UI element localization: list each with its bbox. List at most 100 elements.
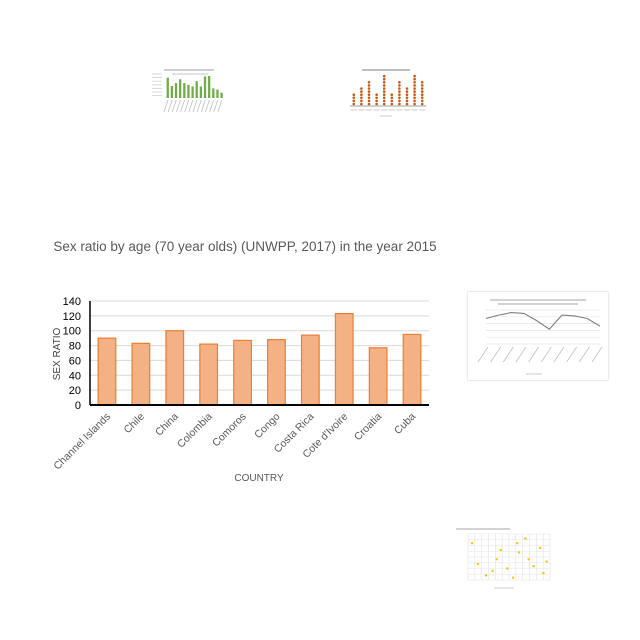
thumb-tick-mark (167, 99, 173, 113)
thumb-tick-mark (503, 346, 514, 363)
thumb-dot (367, 87, 371, 90)
thumbnail-green-bar-plot (138, 60, 238, 125)
thumb-tick-mark (528, 346, 539, 363)
thumb-bar (187, 84, 190, 98)
bars (97, 313, 422, 406)
thumb-dot (413, 96, 416, 100)
thumb-dot (420, 90, 424, 93)
thumb-scatter-point (470, 542, 474, 545)
thumb-bar (191, 86, 194, 98)
thumbnail-dot-column-chart (340, 64, 434, 124)
thumb-tick-mark (192, 99, 198, 113)
x-tick-label: Chile (122, 411, 148, 437)
thumb-dot (382, 74, 386, 78)
thumb-bar (195, 81, 198, 98)
thumb-tick-mark (213, 99, 219, 113)
thumb-dot (390, 102, 394, 106)
thumb-scatter-point (524, 537, 527, 540)
thumb-tick-mark (184, 99, 190, 113)
thumb-dot (375, 99, 378, 103)
thumb-dot (382, 90, 386, 93)
thumb-scatter-point (532, 565, 535, 568)
x-tick-label: Comoros (210, 411, 249, 450)
bar (131, 342, 151, 406)
thumb-bar (174, 83, 178, 98)
thumb-dot (420, 81, 424, 84)
thumb-scatter-point (506, 567, 509, 570)
thumb-bar (212, 88, 215, 98)
axes (89, 301, 429, 406)
thumb-tick-mark (579, 346, 590, 363)
thumb-bar (203, 76, 207, 98)
thumb-dot (420, 96, 424, 100)
thumb-dot (405, 102, 409, 106)
thumb-dot (398, 84, 401, 87)
thumb-dot (420, 87, 424, 90)
thumb-dot (382, 87, 386, 90)
y-tick-label: 100 (63, 326, 81, 338)
y-axis-ticks: 0 20 40 60 80 100 120 140 (63, 296, 81, 412)
thumb-scatter-point (511, 576, 515, 579)
thumb-scatter-point (516, 542, 519, 545)
bar (300, 334, 320, 406)
thumbnail-line-plot (477, 299, 603, 375)
bar (97, 337, 117, 406)
thumb-dot (382, 93, 386, 96)
thumb-scatter-point (484, 574, 488, 577)
thumb-dot (360, 102, 363, 106)
thumb-dot (413, 99, 416, 103)
thumb-scatter-point (476, 562, 480, 566)
y-tick-label: 140 (63, 296, 81, 308)
thumb-dot (413, 102, 416, 106)
thumb-dot (405, 99, 409, 103)
thumb-dot (405, 96, 409, 100)
thumb-dot (405, 90, 409, 93)
bar (233, 339, 252, 406)
thumb-scatter-point (491, 569, 494, 572)
bar (402, 333, 422, 406)
thumb-line-series (485, 311, 601, 330)
thumb-dot (420, 84, 424, 87)
thumb-dot (367, 81, 371, 84)
y-tick-label: 0 (75, 400, 81, 412)
thumbnail-scatter-chart (450, 524, 554, 596)
thumb-tick-mark (196, 99, 202, 113)
thumb-dot (398, 90, 401, 93)
bar (267, 339, 286, 406)
thumb-dot (405, 93, 409, 96)
x-tick-label: Colombia (175, 411, 215, 451)
thumb-tick-mark (477, 346, 489, 363)
thumb-dot (375, 93, 378, 96)
bar (199, 343, 219, 406)
x-tick-label: Congo (252, 411, 282, 441)
thumb-tick-mark (200, 99, 206, 113)
thumb-dot (360, 93, 363, 96)
thumb-dot (413, 84, 416, 87)
bar (165, 330, 185, 406)
thumb-tick-mark (180, 99, 185, 113)
thumb-dot (413, 74, 416, 78)
thumb-dot (367, 90, 371, 93)
thumb-bar (220, 92, 223, 98)
thumb-dot (382, 102, 386, 106)
thumb-tick-mark (205, 99, 210, 113)
y-tick-label: 80 (69, 341, 81, 353)
thumb-dot (367, 99, 371, 103)
thumb-dot (398, 102, 401, 106)
thumb-scatter-point (542, 571, 545, 575)
thumb-dot (390, 96, 394, 100)
thumb-scatter-point (545, 560, 548, 563)
thumb-dot (360, 87, 363, 90)
thumb-tick-mark (490, 346, 501, 363)
thumb-dot (352, 102, 356, 106)
thumb-tick-mark (163, 99, 169, 113)
y-axis-label: SEX RATIO (52, 327, 63, 380)
thumb-dot (352, 99, 356, 103)
thumb-dot (420, 93, 424, 96)
thumb-dot (390, 93, 394, 96)
thumbnail-green-bar-chart (138, 60, 238, 125)
thumb-dot (367, 84, 371, 87)
thumb-dot (382, 81, 386, 84)
thumb-scatter-point (499, 548, 502, 552)
thumb-scatter-point (495, 558, 498, 561)
